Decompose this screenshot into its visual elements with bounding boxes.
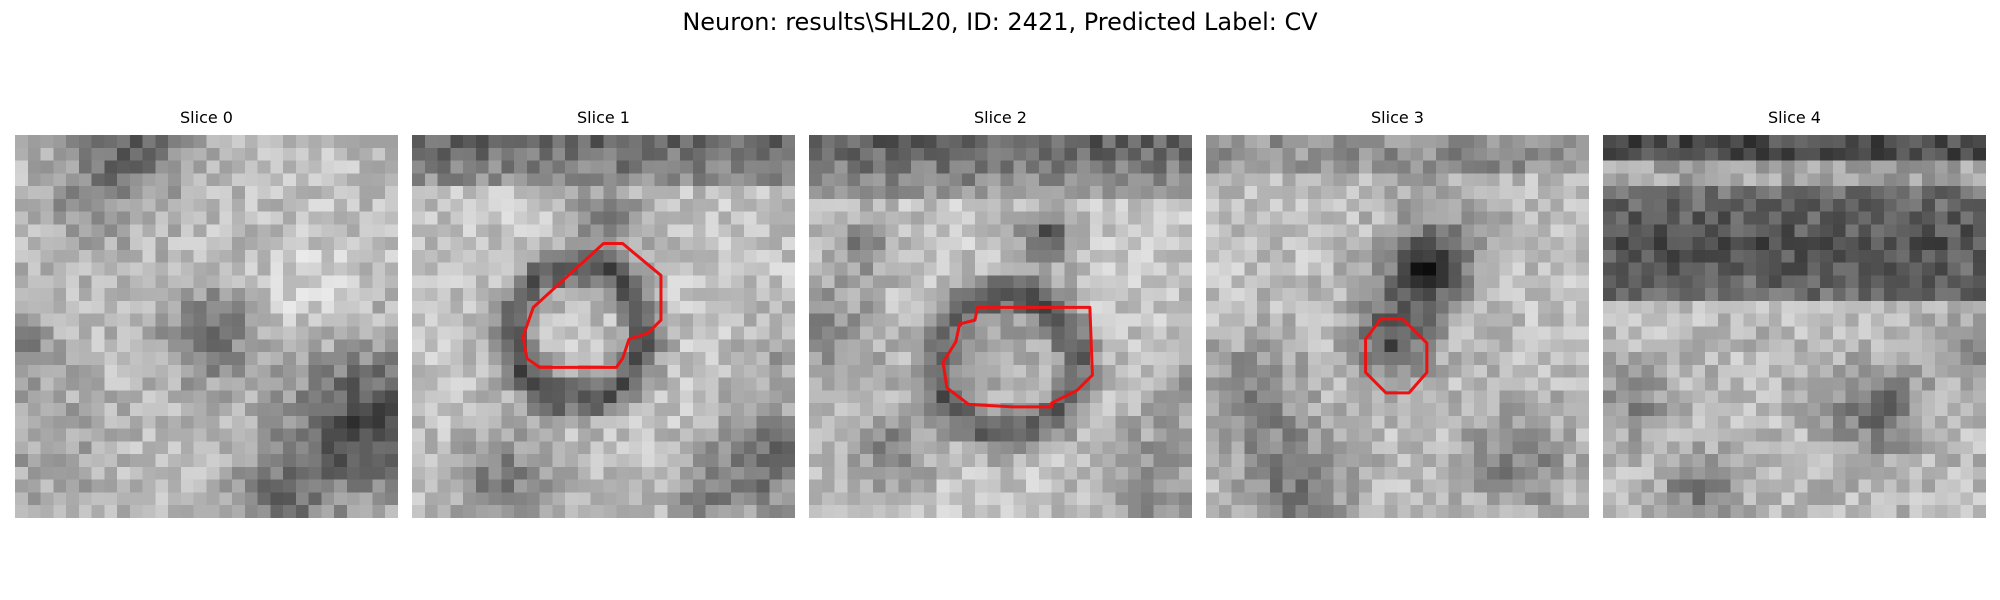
slice-panel-2: Slice 2 [809,108,1192,520]
segmentation-contour [943,307,1092,407]
slice-image-1 [412,135,795,518]
figure-title: Neuron: results\SHL20, ID: 2421, Predict… [682,8,1318,36]
slice-panel-1: Slice 1 [412,108,795,520]
slice-image-4 [1603,135,1986,518]
slice-title: Slice 2 [974,108,1027,127]
segmentation-contour [523,244,661,368]
slice-panel-0: Slice 0 [15,108,398,520]
slice-panel-4: Slice 4 [1603,108,1986,520]
slice-image-0 [15,135,398,518]
slice-image-3 [1206,135,1589,518]
slice-image-2 [809,135,1192,518]
slice-title: Slice 3 [1371,108,1424,127]
slice-title: Slice 1 [577,108,630,127]
slice-title: Slice 4 [1768,108,1821,127]
slice-title: Slice 0 [180,108,233,127]
slice-panel-3: Slice 3 [1206,108,1589,520]
segmentation-contour [1366,319,1427,393]
